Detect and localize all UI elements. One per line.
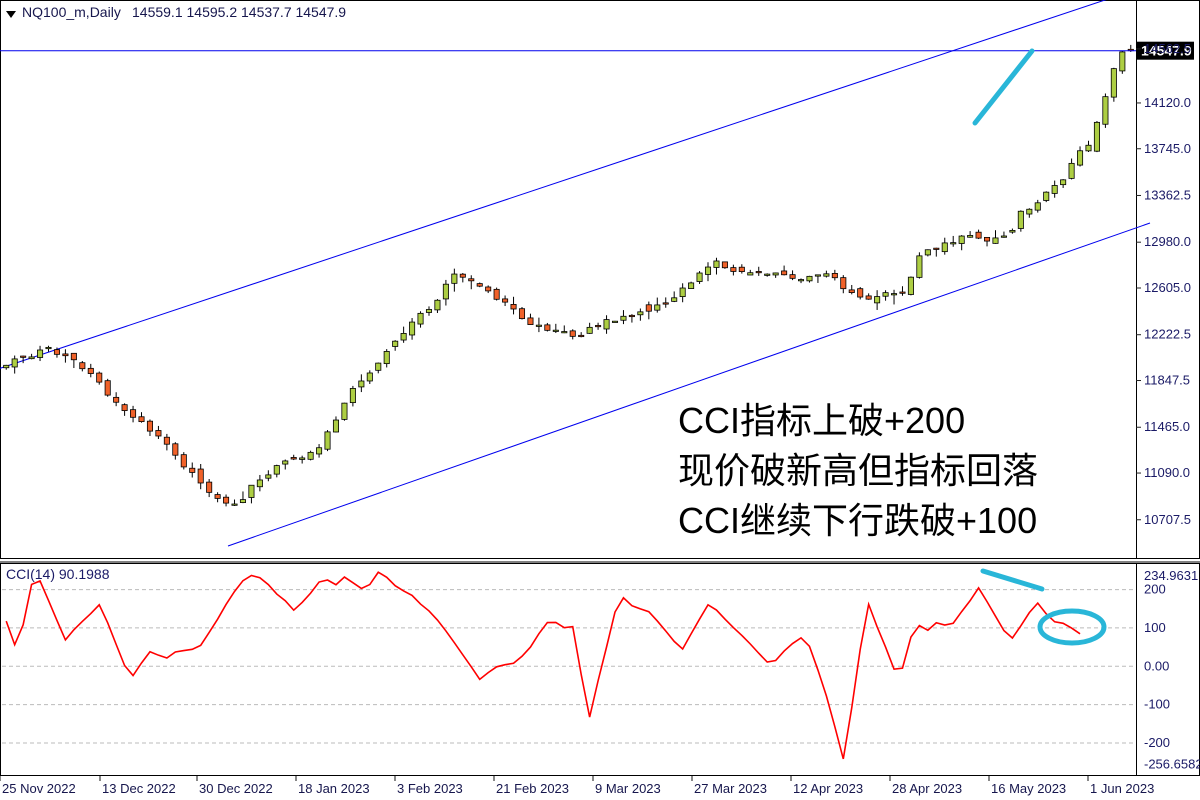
svg-text:12222.5: 12222.5 [1144, 327, 1191, 342]
svg-text:21 Feb 2023: 21 Feb 2023 [496, 781, 569, 796]
svg-text:12 Apr 2023: 12 Apr 2023 [793, 781, 863, 796]
svg-text:30 Dec 2022: 30 Dec 2022 [199, 781, 273, 796]
svg-text:13362.5: 13362.5 [1144, 187, 1191, 202]
svg-text:25 Nov 2022: 25 Nov 2022 [2, 781, 76, 796]
svg-text:1 Jun 2023: 1 Jun 2023 [1090, 781, 1154, 796]
svg-text:11847.5: 11847.5 [1144, 373, 1190, 388]
svg-text:13 Dec 2022: 13 Dec 2022 [102, 781, 176, 796]
svg-text:NQ100_m,Daily: NQ100_m,Daily [22, 4, 121, 20]
svg-text:200: 200 [1144, 582, 1166, 597]
svg-text:-100: -100 [1144, 697, 1170, 712]
svg-text:-200: -200 [1144, 735, 1170, 750]
svg-text:3 Feb 2023: 3 Feb 2023 [397, 781, 463, 796]
svg-text:14120.0: 14120.0 [1144, 95, 1191, 110]
svg-text:14559.1 14595.2 14537.7 14547.: 14559.1 14595.2 14537.7 14547.9 [132, 4, 346, 20]
svg-text:14562.5: 14562.5 [1144, 41, 1191, 56]
svg-text:现价破新高但指标回落: 现价破新高但指标回落 [678, 451, 1038, 491]
svg-text:28 Apr 2023: 28 Apr 2023 [892, 781, 962, 796]
svg-text:18 Jan 2023: 18 Jan 2023 [298, 781, 370, 796]
svg-text:12605.0: 12605.0 [1144, 280, 1191, 295]
svg-text:12980.0: 12980.0 [1144, 234, 1191, 249]
svg-text:13745.0: 13745.0 [1144, 141, 1191, 156]
svg-text:9 Mar 2023: 9 Mar 2023 [595, 781, 661, 796]
svg-text:-256.6582: -256.6582 [1144, 757, 1200, 772]
svg-text:11090.0: 11090.0 [1144, 465, 1190, 480]
svg-text:11465.0: 11465.0 [1144, 419, 1190, 434]
svg-text:CCI继续下行跌破+100: CCI继续下行跌破+100 [678, 500, 1037, 541]
svg-text:27 Mar 2023: 27 Mar 2023 [694, 781, 767, 796]
svg-text:0.00: 0.00 [1144, 658, 1169, 673]
svg-text:16 May 2023: 16 May 2023 [991, 781, 1066, 796]
svg-text:10707.5: 10707.5 [1144, 512, 1191, 527]
svg-text:CCI指标上破+200: CCI指标上破+200 [678, 400, 965, 441]
svg-text:CCI(14) 90.1988: CCI(14) 90.1988 [6, 566, 110, 582]
svg-text:100: 100 [1144, 620, 1166, 635]
